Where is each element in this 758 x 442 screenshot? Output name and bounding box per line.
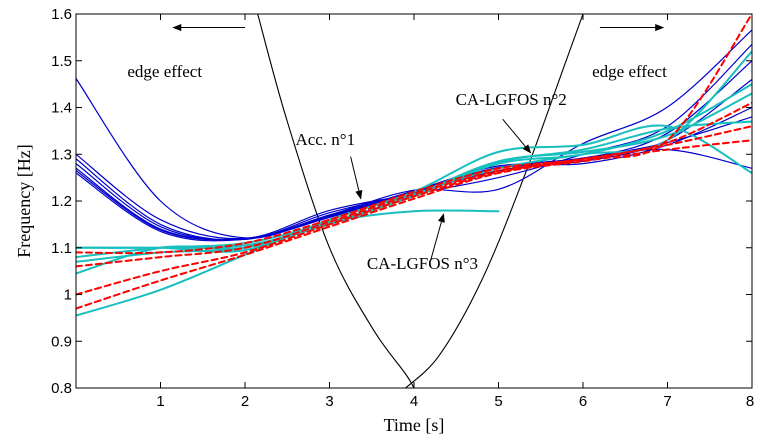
x-tick-label: 1 [156, 393, 164, 410]
series-line-ref-13 [76, 14, 752, 255]
annotation-label-1: edge effect [592, 62, 667, 81]
y-tick-label: 1.1 [51, 240, 72, 257]
annotation-label-0: edge effect [127, 62, 202, 81]
x-tick-label: 7 [663, 393, 671, 410]
arrow-lgfos3 [430, 213, 445, 260]
arrow-acc1 [350, 156, 363, 200]
x-tick-label: 8 [746, 393, 754, 410]
x-tick-label: 2 [241, 393, 249, 410]
x-axis-label: Time [s] [384, 415, 445, 435]
y-tick-label: 0.8 [51, 380, 72, 397]
y-tick-label: 1.3 [51, 146, 72, 163]
series-line-ref-16 [76, 139, 752, 310]
x-tick-label: 5 [494, 393, 502, 410]
series-line-acc-4 [76, 106, 752, 241]
y-tick-label: 1.4 [51, 100, 72, 117]
annotation-label-4: CA-LGFOS n°3 [367, 254, 478, 273]
annotation-label-3: Acc. n°1 [295, 130, 355, 149]
y-tick-label: 1 [64, 287, 72, 304]
series-line-ref-14 [76, 101, 752, 268]
series-line-edge-18 [405, 14, 584, 388]
series-line-acc-3 [76, 78, 752, 241]
x-tick-label: 3 [325, 393, 333, 410]
series-line-ref-15 [76, 125, 752, 296]
annotations: edge effect edge effect CA-LGFOS n°2 Acc. n… [127, 23, 667, 273]
x-tick-label: 4 [410, 393, 418, 410]
series-line-edge-17 [257, 14, 415, 388]
y-tick-label: 1.2 [51, 193, 72, 210]
x-tick-label: 6 [579, 393, 587, 410]
arrow-lgfos2 [502, 118, 532, 154]
y-tick-label: 0.9 [51, 333, 72, 350]
y-axis-label: Frequency [Hz] [14, 144, 34, 257]
annotation-label-2: CA-LGFOS n°2 [456, 90, 567, 109]
y-tick-label: 1.5 [51, 53, 72, 70]
y-tick-label: 1.6 [51, 6, 72, 23]
axis-ticks: 1 2 3 4 5 6 7 8 0.8 0.9 1 1.1 1.2 1.3 1.4 1.5 1.6 [51, 6, 754, 410]
series-layer [76, 14, 752, 388]
